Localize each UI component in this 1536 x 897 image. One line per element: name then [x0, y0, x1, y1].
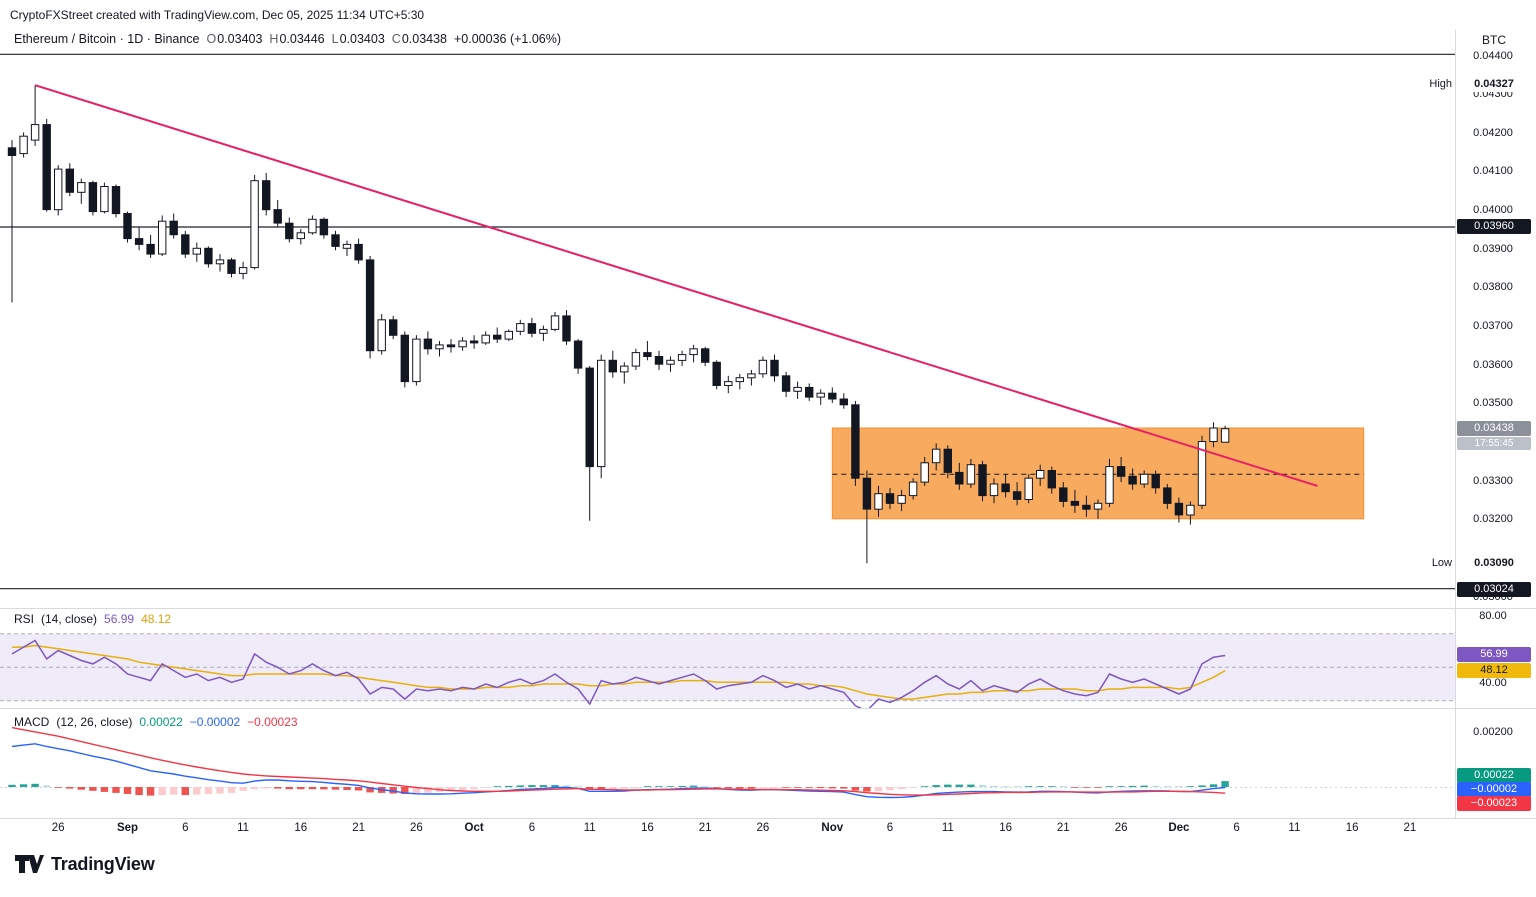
price-axis-label: 0.04200	[1473, 126, 1513, 139]
open-key: O	[206, 32, 217, 46]
descending-trendline[interactable]	[34, 84, 1318, 487]
high-label-tag: High	[1388, 77, 1454, 91]
time-axis-label: 6	[528, 822, 536, 834]
macd-legend[interactable]: MACD (12, 26, close) 0.00022 −0.00002 −0…	[14, 715, 298, 729]
time-axis-label: 26	[409, 822, 423, 834]
time-axis-label: 21	[1403, 822, 1417, 834]
time-axis-label: 6	[1233, 822, 1240, 834]
macd-hist-value: 0.00022	[139, 715, 183, 729]
time-axis-label: 21	[352, 822, 365, 834]
rsi-title: RSI	[14, 612, 35, 626]
tradingview-logo[interactable]: TradingView	[14, 851, 155, 877]
time-axis-label: 6	[886, 822, 894, 834]
time-axis-label: 6	[182, 822, 189, 834]
macd-histogram	[8, 781, 1229, 796]
low-label-tag: Low	[1388, 556, 1454, 570]
high-val: 0.03446	[279, 32, 325, 46]
price-axis-label: 0.03500	[1473, 397, 1513, 410]
lower-price-line-badge: 0.03024	[1457, 582, 1531, 597]
rsi-ma-line	[12, 644, 1226, 700]
rsi-ma-value-badge: 48.12	[1457, 663, 1531, 678]
high-price-badge: 0.04327	[1457, 77, 1531, 92]
time-axis-label: 11	[941, 822, 954, 834]
close-value: C0.03438	[392, 32, 447, 46]
rsi-line	[11, 639, 1226, 708]
candles	[7, 85, 1230, 564]
macd-hist-badge: 0.00022	[1457, 768, 1531, 783]
symbol-legend[interactable]: Ethereum / Bitcoin · 1D · Binance O0.034…	[14, 32, 561, 46]
price-axis-label: 0.04000	[1473, 204, 1513, 217]
time-axis-label: 11	[237, 822, 250, 834]
rsi-params: (14, close)	[41, 612, 98, 626]
price-axis-label: 0.03200	[1473, 513, 1513, 526]
macd-line-badge: −0.00002	[1457, 782, 1531, 797]
time-axis-label: 26	[756, 822, 770, 834]
time-axis-label: 26	[1114, 822, 1128, 834]
time-axis-label: 16	[640, 822, 654, 834]
high-value: H0.03446	[269, 32, 324, 46]
macd-signal-line	[11, 726, 1226, 796]
low-key: L	[331, 32, 339, 46]
price-axis-label: 0.04400	[1473, 49, 1513, 62]
time-axis-label: Nov	[821, 822, 844, 834]
time-axis-label: 16	[999, 822, 1012, 834]
tradingview-logo-icon	[15, 855, 44, 873]
price-axis[interactable]: 0.04327 0.03960 0.03438 17:55:45 0.03090…	[1456, 0, 1536, 845]
rsi-legend[interactable]: RSI (14, close) 56.99 48.12	[14, 612, 171, 626]
rsi-value: 56.99	[104, 612, 135, 626]
price-axis-label: 0.03700	[1473, 320, 1513, 332]
time-axis-label: Dec	[1168, 822, 1190, 834]
price-axis-label: 0.04100	[1473, 165, 1513, 178]
macd-title: MACD	[14, 715, 50, 729]
macd-params: (12, 26, close)	[56, 715, 133, 729]
time-axis[interactable]: 26 Sep 6 11 16 21 26 Oct 6 11 16 21 26 Nov 6 11 16 21 26 De…	[0, 820, 1536, 846]
watermark-credit: CryptoFXStreet created with TradingView.…	[10, 8, 425, 22]
macd-signal-badge: −0.00023	[1457, 796, 1531, 811]
time-axis-label: 11	[583, 822, 596, 834]
rsi-value-badge: 56.99	[1457, 647, 1531, 662]
time-axis-label: 16	[1345, 822, 1359, 834]
chart-canvas[interactable]	[0, 0, 1536, 845]
low-value: L0.03403	[332, 32, 385, 46]
high-key: H	[269, 32, 279, 46]
time-axis-label: Oct	[464, 822, 484, 834]
time-axis-label: 16	[294, 822, 308, 834]
candle-countdown-badge: 17:55:45	[1457, 437, 1531, 450]
macd-signal-value: −0.00023	[247, 715, 298, 729]
rsi-axis-label: 40.00	[1479, 676, 1507, 689]
last-price-badge: 0.03438	[1457, 421, 1531, 436]
close-key: C	[391, 32, 401, 46]
rsi-ma-value: 48.12	[141, 612, 172, 626]
time-axis-label: 26	[51, 822, 65, 834]
symbol-title: Ethereum / Bitcoin · 1D · Binance	[14, 32, 200, 46]
price-axis-label: 0.03600	[1473, 358, 1513, 371]
time-axis-label: 21	[698, 822, 712, 834]
price-axis-label: 0.03300	[1473, 474, 1513, 487]
open-val: 0.03403	[217, 32, 263, 46]
tradingview-logo-text: TradingView	[51, 853, 155, 874]
low-price-badge: 0.03090	[1457, 556, 1531, 571]
low-val: 0.03403	[339, 32, 385, 46]
time-axis-label: Sep	[116, 822, 139, 834]
time-axis-label: 11	[1288, 822, 1301, 834]
macd-axis-label: 0.00200	[1473, 725, 1513, 738]
upper-price-line-badge: 0.03960	[1457, 219, 1531, 234]
rsi-axis-label: 80.00	[1479, 609, 1507, 622]
price-axis-label: 0.03800	[1473, 281, 1513, 294]
close-val: 0.03438	[401, 32, 447, 46]
open-value: O0.03403	[207, 32, 263, 46]
macd-line-value: −0.00002	[189, 715, 241, 729]
pane-separators	[0, 30, 1536, 819]
change-value: +0.00036 (+1.06%)	[454, 32, 562, 46]
time-axis-label: 21	[1056, 822, 1070, 834]
price-axis-label: 0.03900	[1473, 242, 1513, 255]
quote-currency-label: BTC	[1482, 33, 1506, 47]
